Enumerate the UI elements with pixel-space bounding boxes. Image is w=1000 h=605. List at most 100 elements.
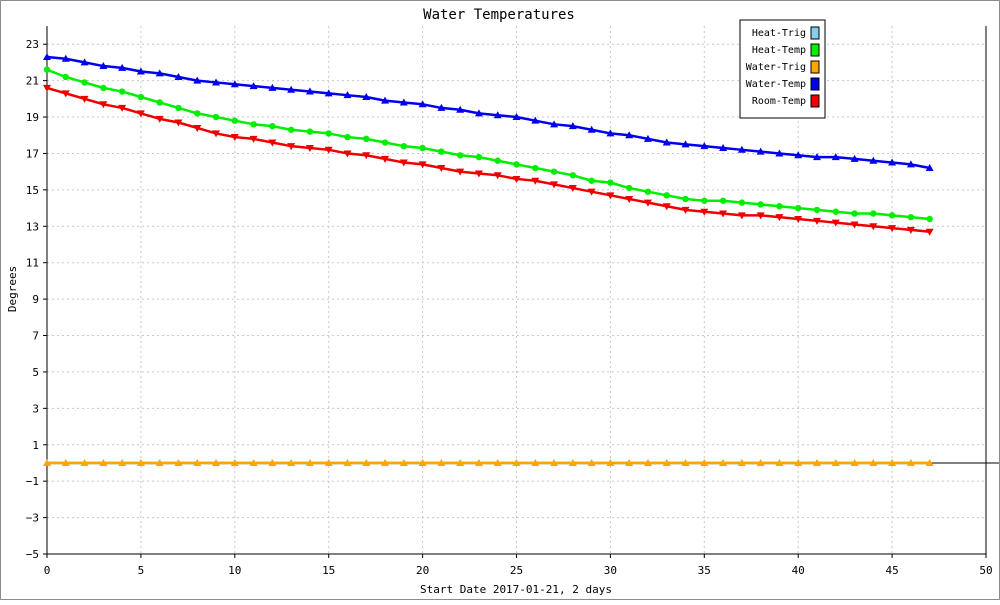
data-point (644, 188, 652, 195)
data-point (174, 72, 183, 80)
data-point (306, 128, 314, 135)
data-point (474, 458, 483, 466)
data-point (474, 109, 483, 117)
data-point (230, 458, 239, 466)
data-point (832, 208, 839, 215)
series-line-room-temp (46, 86, 930, 233)
data-point (268, 139, 277, 147)
data-point (193, 124, 202, 132)
data-point (625, 195, 634, 203)
data-point (568, 458, 577, 466)
x-tick-label: 45 (885, 564, 898, 577)
data-point (568, 185, 577, 193)
y-tick-label: 21 (26, 75, 39, 88)
data-point (606, 458, 615, 466)
data-point (155, 458, 164, 466)
data-point (700, 208, 709, 216)
data-point (362, 152, 371, 160)
data-point (888, 225, 897, 233)
data-point (362, 458, 371, 466)
data-point (287, 458, 296, 466)
y-tick-label: 13 (26, 220, 39, 233)
data-point (343, 150, 352, 158)
data-point (212, 458, 221, 466)
data-point (700, 458, 709, 466)
data-point (812, 217, 821, 225)
data-point (136, 110, 145, 118)
data-point (831, 153, 840, 161)
data-point (137, 93, 145, 101)
data-point (775, 149, 784, 157)
data-point (230, 134, 239, 142)
data-point (587, 125, 596, 133)
data-point (643, 199, 652, 207)
data-point (193, 458, 202, 466)
data-point (738, 199, 746, 206)
data-point (231, 117, 238, 124)
data-point (869, 223, 878, 231)
data-point (456, 152, 464, 159)
data-point (888, 158, 897, 166)
data-point (324, 146, 333, 154)
data-point (663, 192, 670, 199)
data-point (193, 76, 202, 84)
data-point (682, 195, 689, 203)
data-point (155, 69, 164, 77)
data-point (906, 226, 915, 234)
data-point (794, 151, 803, 159)
y-tick-label: −1 (26, 475, 39, 488)
data-point (194, 110, 201, 117)
data-point (569, 172, 577, 179)
data-point (831, 219, 840, 227)
data-point (118, 63, 127, 71)
data-point (80, 58, 89, 66)
data-point (287, 143, 296, 151)
y-tick-label: 1 (32, 439, 39, 452)
data-point (550, 168, 558, 175)
data-point (550, 458, 559, 466)
data-point (513, 161, 520, 168)
data-point (493, 458, 502, 466)
data-point (212, 78, 221, 86)
data-point (512, 175, 521, 183)
x-tick-label: 35 (698, 564, 711, 577)
data-point (681, 458, 690, 466)
data-point (250, 121, 257, 128)
data-point (174, 458, 183, 466)
data-point (100, 84, 107, 92)
data-point (61, 90, 70, 98)
data-point (324, 458, 333, 466)
y-axis-label: Degrees (6, 266, 19, 312)
data-point (136, 67, 145, 75)
data-point (869, 156, 878, 164)
data-point (324, 89, 333, 97)
legend-swatch-room-temp (810, 94, 820, 108)
data-point (456, 168, 465, 176)
data-point (399, 458, 408, 466)
data-point (419, 144, 426, 152)
legend: Heat-Trig Heat-Temp Water-Trig Water-Temp Ro… (739, 19, 826, 119)
data-point (812, 458, 821, 466)
data-point (907, 213, 915, 221)
y-tick-label: 9 (32, 293, 39, 306)
y-tick-label: 23 (26, 38, 39, 51)
data-point (305, 87, 314, 95)
data-point (212, 113, 220, 121)
y-tick-label: −3 (26, 512, 39, 525)
data-point (925, 228, 934, 236)
data-point (61, 54, 70, 62)
data-point (437, 165, 446, 173)
legend-label-water-temp: Water-Temp (746, 79, 806, 90)
data-point (607, 179, 614, 186)
data-point (775, 214, 784, 222)
data-point (625, 458, 634, 466)
data-point (662, 203, 671, 211)
y-tick-label: −5 (26, 548, 39, 561)
x-axis-label: Start Date 2017-01-21, 2 days (420, 583, 612, 596)
legend-swatch-water-trig (810, 60, 820, 74)
data-point (643, 458, 652, 466)
x-tick-label: 25 (510, 564, 523, 577)
data-point (719, 197, 727, 204)
